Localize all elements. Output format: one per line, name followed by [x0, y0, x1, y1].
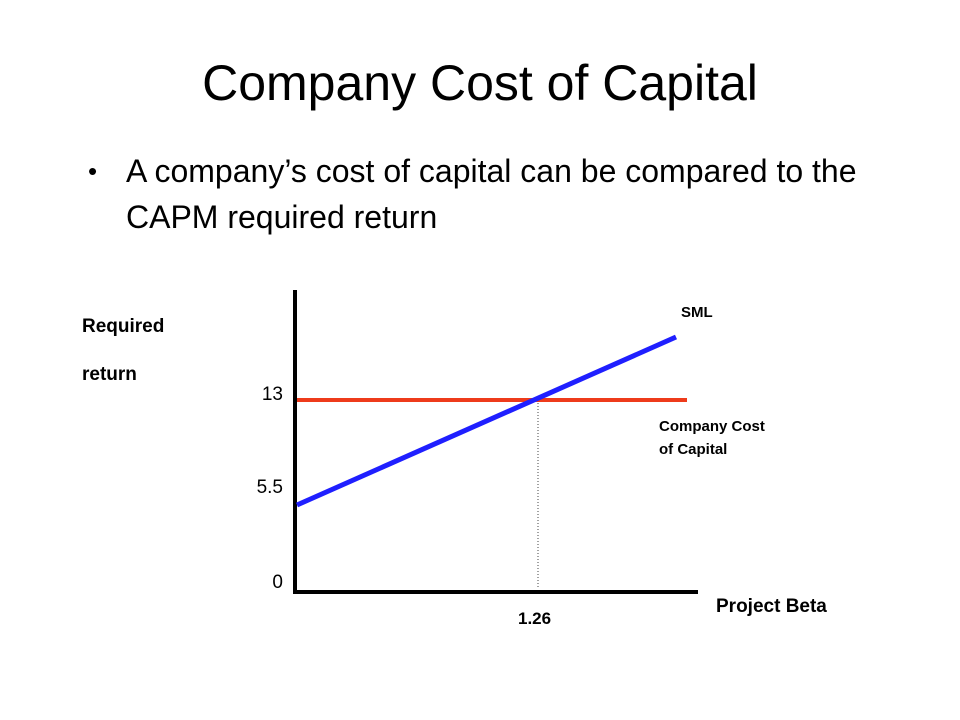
y-tick-13: 13 — [261, 384, 283, 405]
bullet-dot-icon: • — [88, 156, 98, 186]
y-axis-label-line1: Required — [82, 316, 165, 337]
bullet-text: A company’s cost of capital can be compa… — [126, 153, 857, 235]
y-tick-0: 0 — [272, 572, 283, 593]
company-cost-label-line1: Company Cost — [659, 418, 765, 435]
x-tick-beta: 1.26 — [518, 609, 552, 628]
y-tick-5-5: 5.5 — [256, 477, 283, 498]
sml-series-label: SML — [681, 304, 713, 321]
sml-line — [295, 334, 678, 508]
slide-title: Company Cost of Capital — [202, 55, 758, 111]
x-axis-label: Project Beta — [716, 596, 827, 617]
y-axis-label-line2: return — [82, 364, 137, 385]
company-cost-label-line2: of Capital — [659, 441, 728, 458]
